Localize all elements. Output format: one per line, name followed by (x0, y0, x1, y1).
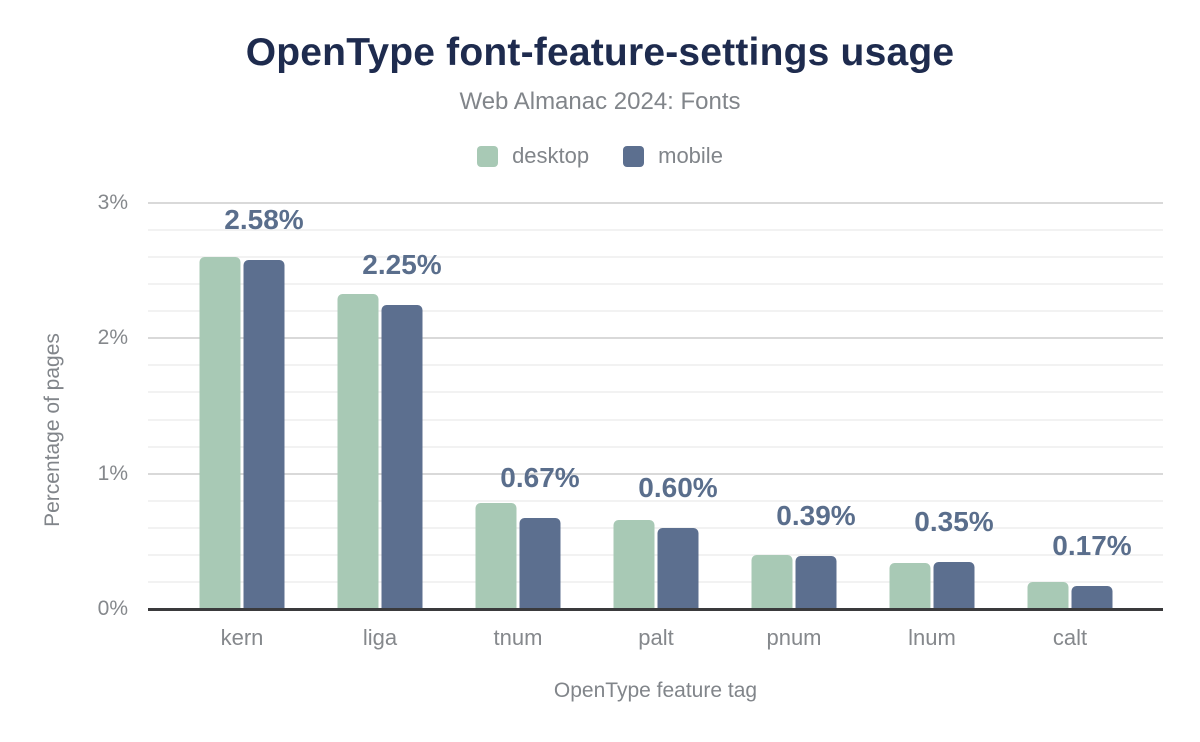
minor-gridline (148, 256, 1163, 259)
bar-value-label: 0.35% (914, 505, 994, 537)
bar-pair (475, 503, 561, 609)
y-tick-label: 0% (97, 597, 128, 620)
bar-value-label: 0.60% (638, 471, 718, 503)
bar-value-label: 0.17% (1052, 530, 1132, 561)
bar-pair (1027, 581, 1113, 609)
x-axis-line (148, 608, 1163, 611)
y-axis-ticks: 0% 1% 2% 3% (0, 191, 138, 620)
bar-group-kern: 2.58% kern (173, 203, 311, 650)
x-tick-label-calt: calt (1052, 625, 1088, 650)
y-tick-label: 1% (97, 461, 128, 485)
bar-mobile-pnum (795, 556, 837, 609)
minor-gridline (148, 553, 1163, 556)
y-tick-label: 2% (97, 326, 128, 350)
major-gridline (148, 337, 1163, 340)
bar-value-label: 2.25% (362, 248, 442, 280)
x-tick-label-palt: palt (638, 625, 674, 650)
chart-subtitle: Web Almanac 2024: Fonts (459, 88, 741, 115)
plot-area: 0% 1% 2% 3% 2.58% kern 2.25% liga 0.67% tnum 0.60… (98, 191, 1163, 702)
bar-value-label: 0.39% (776, 500, 856, 532)
x-tick-label-tnum: tnum (493, 625, 543, 650)
minor-gridline (148, 580, 1163, 583)
minor-gridline (148, 499, 1163, 502)
mobile-legend-label: mobile (658, 143, 723, 168)
bar-group-pnum: 0.39% pnum (725, 203, 863, 650)
chart-title: OpenType font-feature-settings usage (245, 31, 955, 74)
bar-pair (337, 293, 423, 609)
mobile-legend-swatch (623, 145, 645, 167)
x-tick-label-pnum: pnum (766, 625, 822, 650)
x-tick-label-liga: liga (362, 625, 398, 650)
bar-group-calt: 0.17% calt (1001, 203, 1139, 650)
bar-desktop-pnum (751, 554, 793, 609)
desktop-legend-swatch (477, 145, 499, 167)
bar-pair (751, 554, 837, 609)
bar-group-lnum: 0.35% lnum (863, 203, 1001, 650)
bar-value-label: 2.58% (224, 203, 304, 235)
minor-gridline (148, 229, 1163, 232)
bar-desktop-palt (613, 519, 655, 609)
major-gridline (148, 472, 1163, 475)
bar-mobile-kern (243, 259, 285, 609)
minor-gridline (148, 364, 1163, 367)
minor-gridline (148, 310, 1163, 313)
bar-desktop-calt (1027, 581, 1069, 609)
desktop-legend-label: desktop (512, 143, 590, 168)
bar-pair (199, 257, 285, 609)
bar-mobile-palt (657, 527, 699, 609)
minor-gridline (148, 445, 1163, 448)
legend: desktop mobile (0, 143, 1200, 169)
legend-item-desktop: desktop (477, 143, 589, 169)
bar-mobile-calt (1071, 586, 1113, 609)
bar-desktop-liga (337, 293, 379, 609)
y-tick-label: 3% (97, 191, 128, 214)
minor-gridline (148, 283, 1163, 286)
bar-group-liga: 2.25% liga (311, 203, 449, 650)
bar-mobile-tnum (519, 518, 561, 609)
major-gridline (148, 202, 1163, 204)
bar-desktop-tnum (475, 503, 517, 609)
bar-desktop-lnum (889, 563, 931, 609)
bars-region: 2.58% kern 2.25% liga 0.67% tnum 0.60% palt 0.39… (173, 203, 1139, 650)
x-axis-title: OpenType feature tag (553, 679, 758, 702)
minor-gridline (148, 391, 1163, 394)
bar-group-palt: 0.60% palt (587, 203, 725, 650)
bar-mobile-liga (381, 304, 423, 609)
bar-pair (613, 519, 699, 609)
bar-value-label: 0.67% (500, 462, 580, 494)
bar-desktop-kern (199, 257, 241, 609)
legend-item-mobile: mobile (623, 143, 723, 169)
bar-pair (889, 561, 975, 609)
x-tick-label-lnum: lnum (908, 625, 956, 650)
bar-group-tnum: 0.67% tnum (449, 203, 587, 650)
x-tick-label-kern: kern (220, 625, 264, 650)
bar-mobile-lnum (933, 561, 975, 609)
minor-gridline (148, 418, 1163, 421)
minor-gridline (148, 526, 1163, 529)
